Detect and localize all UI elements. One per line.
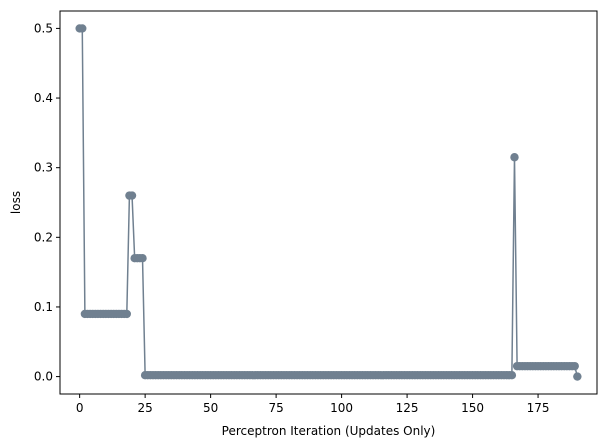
x-tick-label: 25 bbox=[137, 401, 152, 415]
x-axis-ticks: 0 25 50 75 100 125 150 175 bbox=[76, 394, 550, 415]
x-tick-label: 100 bbox=[330, 401, 353, 415]
data-point bbox=[570, 361, 579, 371]
plot-layer bbox=[75, 24, 582, 381]
data-point bbox=[138, 254, 147, 263]
data-point bbox=[507, 371, 517, 380]
x-axis-label: Perceptron Iteration (Updates Only) bbox=[222, 424, 436, 438]
data-point bbox=[78, 24, 87, 33]
plot-frame bbox=[59, 10, 598, 395]
y-tick-label: 0.0 bbox=[34, 370, 53, 384]
data-point bbox=[573, 372, 582, 381]
x-tick-label: 75 bbox=[268, 401, 283, 415]
x-tick-label: 150 bbox=[461, 401, 484, 415]
y-tick-label: 0.2 bbox=[34, 230, 53, 244]
y-axis-label: loss bbox=[9, 191, 23, 214]
data-point bbox=[510, 153, 519, 162]
series-line bbox=[79, 27, 579, 377]
data-point bbox=[122, 309, 131, 319]
y-tick-label: 0.1 bbox=[34, 300, 53, 314]
y-tick-label: 0.5 bbox=[34, 21, 53, 35]
x-tick-label: 0 bbox=[76, 401, 84, 415]
data-point bbox=[127, 191, 137, 200]
x-tick-label: 175 bbox=[527, 401, 550, 415]
x-tick-label: 50 bbox=[203, 401, 218, 415]
y-tick-label: 0.3 bbox=[34, 161, 53, 175]
x-tick-label: 125 bbox=[396, 401, 419, 415]
y-axis-ticks: 0.0 0.1 0.2 0.3 0.4 0.5 bbox=[34, 21, 60, 384]
y-tick-label: 0.4 bbox=[34, 91, 53, 105]
